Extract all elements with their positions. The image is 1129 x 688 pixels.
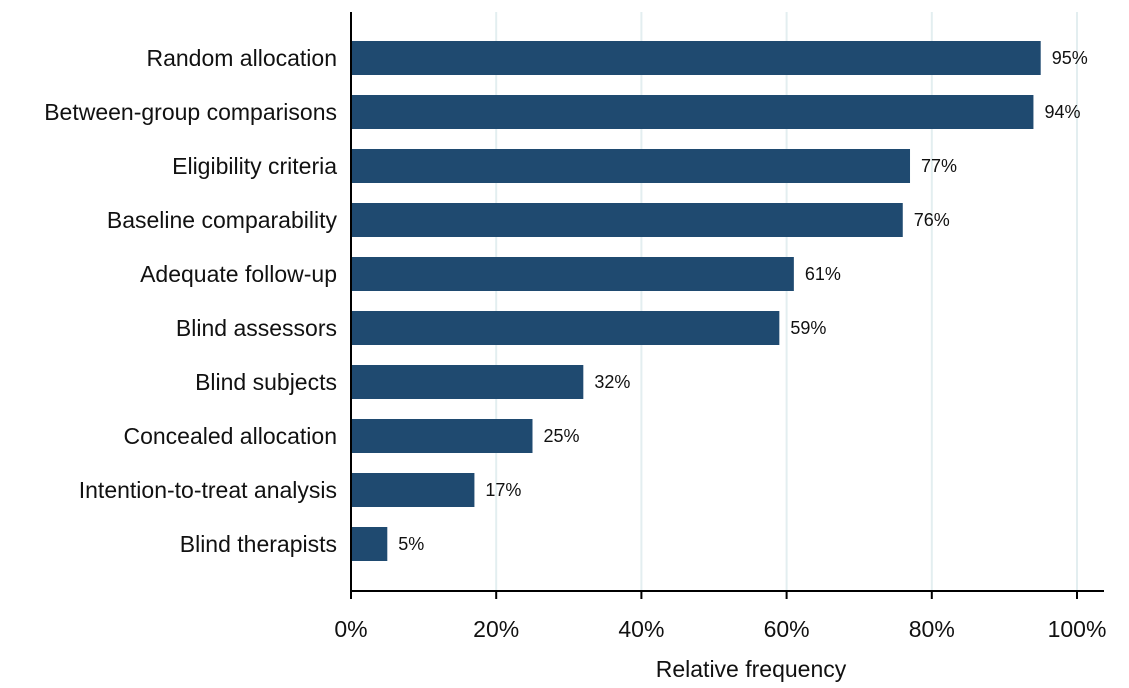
value-label: 95% — [1052, 48, 1088, 68]
axes — [350, 12, 1104, 592]
bars — [351, 41, 1041, 561]
category-label: Blind therapists — [180, 531, 337, 557]
category-labels: Random allocation Between-group compariso… — [44, 45, 337, 557]
category-label: Baseline comparability — [107, 207, 338, 233]
value-label: 77% — [921, 156, 957, 176]
x-tick-label: 40% — [618, 616, 664, 642]
bar — [351, 473, 475, 507]
x-tick-label: 60% — [764, 616, 810, 642]
value-label: 61% — [805, 264, 841, 284]
x-axis-title: Relative frequency — [656, 656, 847, 682]
category-label: Eligibility criteria — [172, 153, 337, 179]
category-label: Concealed allocation — [123, 423, 337, 449]
value-labels: 95% 94% 77% 76% 61% 59% 32% 25% 17% 5% — [398, 48, 1087, 554]
category-label: Blind assessors — [176, 315, 337, 341]
x-tick-label: 20% — [473, 616, 519, 642]
category-label: Between-group comparisons — [44, 99, 337, 125]
value-label: 17% — [485, 480, 521, 500]
bar — [351, 203, 903, 237]
bar — [351, 95, 1034, 129]
bar — [351, 257, 794, 291]
category-label: Random allocation — [146, 45, 337, 71]
x-tick-label: 80% — [909, 616, 955, 642]
x-tick-labels: 0% 20% 40% 60% 80% 100% — [334, 591, 1106, 642]
bar — [351, 419, 533, 453]
value-label: 76% — [914, 210, 950, 230]
value-label: 5% — [398, 534, 424, 554]
bar — [351, 365, 584, 399]
category-label: Blind subjects — [195, 369, 337, 395]
x-tick-label: 100% — [1048, 616, 1107, 642]
value-label: 25% — [544, 426, 580, 446]
bar — [351, 311, 780, 345]
value-label: 32% — [594, 372, 630, 392]
category-label: Adequate follow-up — [140, 261, 337, 287]
bar — [351, 527, 388, 561]
x-tick-label: 0% — [334, 616, 367, 642]
bar — [351, 41, 1041, 75]
value-label: 94% — [1044, 102, 1080, 122]
value-label: 59% — [790, 318, 826, 338]
bar — [351, 149, 911, 183]
category-label: Intention-to-treat analysis — [79, 477, 337, 503]
